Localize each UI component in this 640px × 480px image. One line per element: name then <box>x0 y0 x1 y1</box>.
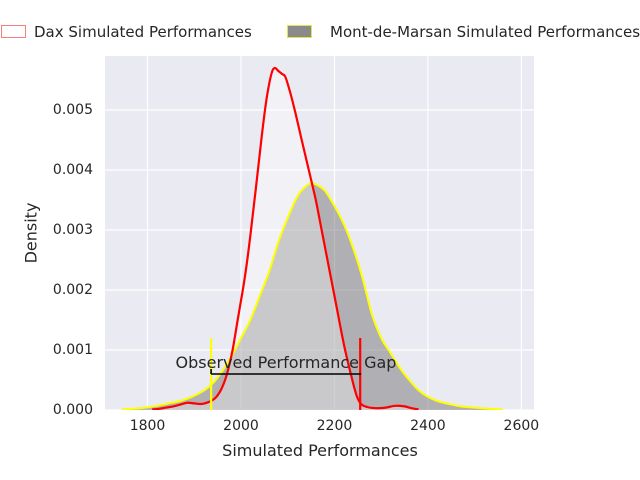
legend-label-dax: Dax Simulated Performances <box>34 23 252 41</box>
legend-swatch-mont-de-marsan <box>287 25 312 38</box>
x-tick-label: 2400 <box>410 418 446 434</box>
plot-area <box>105 56 534 410</box>
x-axis-label: Simulated Performances <box>222 441 418 460</box>
mont-de-marsan-kde-fill <box>121 183 503 410</box>
y-tick-label: 0.004 <box>52 162 93 178</box>
kde-chart <box>105 56 534 410</box>
legend-label-mont-de-marsan: Mont-de-Marsan Simulated Performances <box>330 23 640 41</box>
x-tick-label: 1800 <box>129 418 166 434</box>
annotation-observed-performance-gap: Observed Performance Gap <box>175 353 397 372</box>
y-tick-label: 0.005 <box>52 102 93 118</box>
x-tick-label: 2000 <box>223 418 259 434</box>
x-tick-label: 2600 <box>503 418 540 434</box>
y-tick-label: 0.000 <box>52 402 93 418</box>
y-tick-label: 0.002 <box>52 282 93 298</box>
y-tick-label: 0.001 <box>52 342 93 358</box>
y-axis-label: Density <box>21 202 41 264</box>
y-tick-label: 0.003 <box>52 222 93 238</box>
dax-kde-fill <box>152 67 419 410</box>
legend-swatch-dax <box>1 25 26 38</box>
x-tick-label: 2200 <box>316 418 353 434</box>
